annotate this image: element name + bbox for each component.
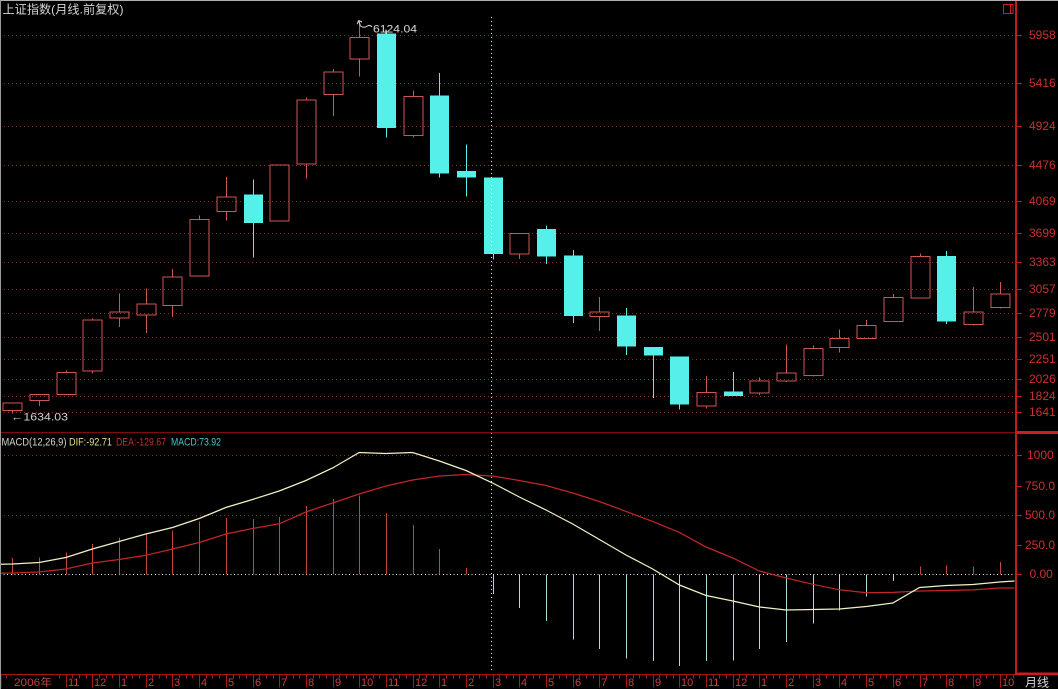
svg-text:5: 5 [868, 677, 874, 689]
svg-text:←1634.03: ←1634.03 [11, 412, 68, 424]
svg-text:7: 7 [601, 677, 607, 689]
svg-text:月线: 月线 [1025, 676, 1049, 689]
svg-text:3: 3 [174, 677, 180, 689]
svg-text:9: 9 [335, 677, 341, 689]
svg-text:3057: 3057 [1029, 282, 1056, 296]
svg-text:2501: 2501 [1029, 330, 1056, 344]
svg-text:4924: 4924 [1029, 119, 1056, 133]
svg-text:7: 7 [281, 677, 287, 689]
svg-text:2026: 2026 [1029, 372, 1056, 386]
svg-text:6124.04: 6124.04 [373, 24, 417, 36]
svg-text:5416: 5416 [1029, 76, 1056, 90]
svg-text:2: 2 [468, 677, 474, 689]
svg-text:750.0: 750.0 [1025, 479, 1055, 493]
svg-text:8: 8 [308, 677, 314, 689]
svg-text:MACD:73.92: MACD:73.92 [171, 437, 221, 449]
svg-text:2779: 2779 [1029, 306, 1056, 320]
svg-text:500.0: 500.0 [1025, 508, 1055, 522]
svg-text:2006年: 2006年 [14, 675, 52, 689]
svg-text:4: 4 [841, 677, 847, 689]
svg-text:11: 11 [68, 677, 79, 689]
svg-text:3699: 3699 [1029, 226, 1056, 240]
svg-text:3363: 3363 [1029, 255, 1056, 269]
svg-text:12: 12 [415, 677, 427, 689]
svg-text:DIF:-92.71: DIF:-92.71 [69, 437, 112, 449]
svg-text:上证指数(月线.前复权): 上证指数(月线.前复权) [3, 2, 124, 17]
svg-text:1: 1 [121, 677, 127, 689]
svg-text:9: 9 [655, 677, 661, 689]
svg-text:10: 10 [681, 677, 693, 689]
svg-text:6: 6 [895, 677, 901, 689]
svg-text:5: 5 [548, 677, 554, 689]
svg-text:1: 1 [761, 677, 767, 689]
svg-text:4069: 4069 [1029, 194, 1056, 208]
svg-text:11: 11 [708, 677, 719, 689]
svg-text:8: 8 [948, 677, 954, 689]
svg-text:5958: 5958 [1029, 28, 1056, 42]
svg-text:7: 7 [922, 677, 928, 689]
svg-text:1824: 1824 [1029, 389, 1056, 403]
svg-text:8: 8 [628, 677, 634, 689]
svg-text:4476: 4476 [1029, 158, 1056, 172]
svg-text:2251: 2251 [1029, 352, 1056, 366]
svg-text:1000: 1000 [1027, 448, 1054, 462]
svg-text:3: 3 [495, 677, 501, 689]
svg-text:1641: 1641 [1029, 405, 1056, 419]
svg-text:10: 10 [1002, 677, 1014, 689]
svg-text:1: 1 [441, 677, 447, 689]
svg-text:2: 2 [788, 677, 794, 689]
svg-text:250.0: 250.0 [1025, 538, 1055, 552]
svg-text:DEA:-129.67: DEA:-129.67 [116, 437, 166, 449]
svg-text:12: 12 [735, 677, 747, 689]
svg-text:9: 9 [975, 677, 981, 689]
svg-text:10: 10 [361, 677, 373, 689]
svg-text:11: 11 [388, 677, 399, 689]
svg-text:0.00: 0.00 [1030, 567, 1054, 581]
svg-text:5: 5 [228, 677, 234, 689]
svg-text:4: 4 [521, 677, 527, 689]
svg-text:2: 2 [148, 677, 154, 689]
svg-text:6: 6 [575, 677, 581, 689]
svg-text:6: 6 [255, 677, 261, 689]
svg-text:4: 4 [201, 677, 207, 689]
svg-text:MACD(12,26,9): MACD(12,26,9) [2, 437, 67, 449]
svg-text:3: 3 [815, 677, 821, 689]
svg-text:12: 12 [94, 677, 106, 689]
